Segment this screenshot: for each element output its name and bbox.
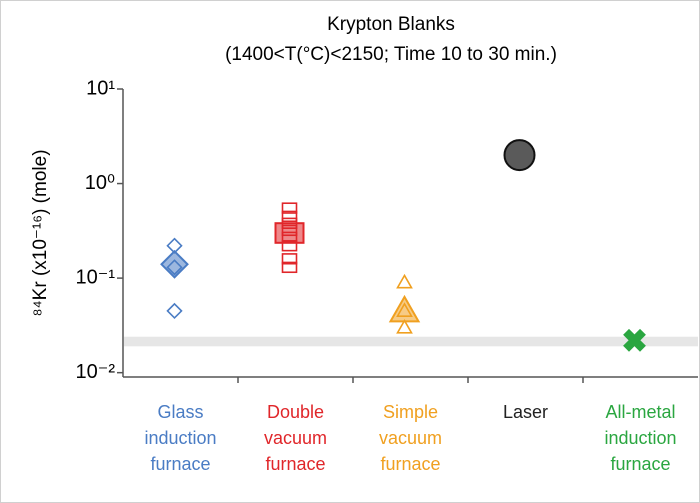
mean-marker — [160, 249, 189, 279]
y-axis-label: ⁸⁴Kr (x10⁻¹⁶) (mole) — [30, 149, 51, 316]
chart-subtitle: (1400<T(°C)<2150; Time 10 to 30 min.) — [225, 44, 557, 65]
data-marker — [166, 237, 183, 254]
category-label: All-metal induction furnace — [604, 402, 677, 474]
mean-marker — [503, 139, 536, 172]
data-marker — [281, 253, 298, 265]
data-marker — [281, 261, 298, 274]
category-label: Laser — [502, 402, 549, 422]
chart-title: Krypton Blanks — [327, 14, 455, 35]
data-marker — [396, 318, 413, 334]
category-label: Double vacuum furnace — [263, 402, 328, 474]
data-marker — [396, 273, 413, 289]
data-marker — [281, 217, 298, 229]
reference-band — [124, 336, 698, 347]
data-marker — [166, 302, 183, 320]
y-tick-label: 10⁻² — [76, 361, 116, 383]
y-tick-label: 10⁻¹ — [76, 266, 116, 288]
category-label: Simple vacuum furnace — [378, 402, 443, 474]
data-marker — [281, 231, 298, 244]
data-marker — [281, 202, 298, 214]
data-marker — [281, 210, 298, 223]
data-marker — [281, 240, 298, 252]
data-marker — [166, 259, 183, 276]
mean-marker — [388, 294, 421, 323]
y-tick-label: 10¹ — [86, 77, 115, 99]
y-tick-label: 10⁰ — [85, 172, 115, 194]
data-marker — [396, 302, 413, 317]
mean-marker — [623, 328, 646, 352]
data-marker — [281, 224, 298, 237]
category-label: Glass induction furnace — [144, 402, 217, 474]
